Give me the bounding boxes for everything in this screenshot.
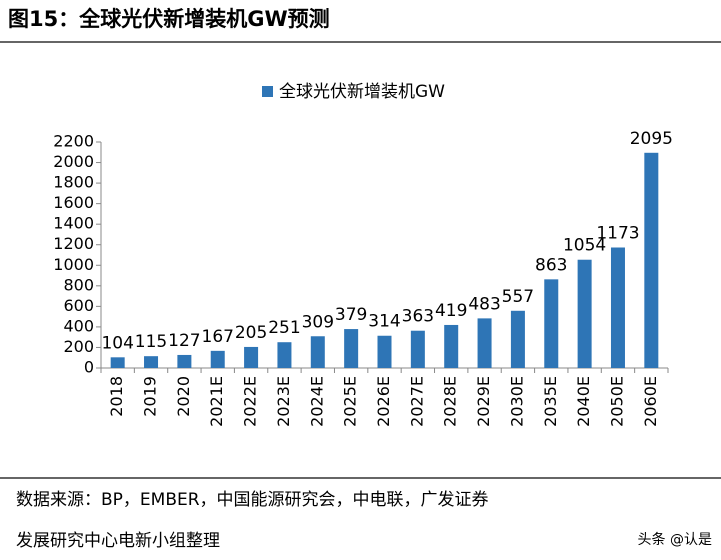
bar xyxy=(577,259,592,368)
bar xyxy=(444,324,459,368)
data-label: 314 xyxy=(368,312,400,332)
x-tick-label: 2050E xyxy=(607,376,626,427)
data-label: 379 xyxy=(335,305,367,325)
y-tick-label: 1400 xyxy=(53,214,94,233)
data-label: 167 xyxy=(202,327,234,347)
y-tick-label: 2200 xyxy=(53,132,94,151)
data-label: 363 xyxy=(402,307,434,327)
bar xyxy=(210,350,225,368)
x-tick-label: 2019 xyxy=(141,376,160,417)
legend-swatch xyxy=(262,86,273,97)
data-label: 309 xyxy=(302,312,334,332)
source-text: 数据来源：BP，EMBER，中国能源研究会，中电联，广发证券 xyxy=(16,490,489,510)
y-tick-label: 200 xyxy=(63,337,94,356)
y-tick-label: 400 xyxy=(63,316,94,335)
y-tick-label: 1000 xyxy=(53,255,94,274)
data-label: 127 xyxy=(168,331,200,351)
x-tick-label: 2020 xyxy=(174,376,193,417)
x-tick-label: 2026E xyxy=(374,376,393,427)
data-label: 1173 xyxy=(596,224,639,244)
y-tick-label: 1600 xyxy=(53,193,94,212)
watermark: 头条 @认是 xyxy=(638,531,712,548)
bar xyxy=(377,335,392,368)
x-tick-label: 2028E xyxy=(441,376,460,427)
bar xyxy=(610,247,625,368)
data-label: 251 xyxy=(268,318,300,338)
x-tick-label: 2022E xyxy=(241,376,260,427)
x-tick-label: 2024E xyxy=(307,376,326,427)
x-tick-label: 2060E xyxy=(641,376,660,427)
data-label: 557 xyxy=(502,287,534,307)
x-tick-label: 2035E xyxy=(541,376,560,427)
bar xyxy=(244,346,259,368)
data-label: 419 xyxy=(435,301,467,321)
bar xyxy=(144,356,159,368)
y-tick-label: 0 xyxy=(84,358,94,377)
bar xyxy=(477,318,492,368)
y-tick-label: 2000 xyxy=(53,152,94,171)
x-tick-label: 2029E xyxy=(474,376,493,427)
y-tick-label: 800 xyxy=(63,275,94,294)
data-label: 115 xyxy=(135,332,167,352)
x-tick-label: 2030E xyxy=(507,376,526,427)
x-tick-label: 2021E xyxy=(207,376,226,427)
data-label: 1054 xyxy=(563,236,606,256)
bar xyxy=(544,279,559,368)
x-tick-label: 2040E xyxy=(574,376,593,427)
bar xyxy=(310,336,325,368)
x-tick-label: 2025E xyxy=(341,376,360,427)
bar xyxy=(110,357,125,368)
data-label: 483 xyxy=(468,294,500,314)
bar xyxy=(510,310,525,368)
x-tick-label: 2023E xyxy=(274,376,293,427)
source-text: 发展研究中心电新小组整理 xyxy=(16,531,220,551)
chart-title: 图15：全球光伏新增装机GW预测 xyxy=(8,7,330,31)
legend-label: 全球光伏新增装机GW xyxy=(279,82,445,102)
data-label: 205 xyxy=(235,323,267,343)
bar xyxy=(344,329,359,368)
data-label: 863 xyxy=(535,255,567,275)
bar xyxy=(410,330,425,368)
x-tick-label: 2018 xyxy=(107,376,126,417)
data-label: 2095 xyxy=(630,129,673,149)
y-tick-label: 1200 xyxy=(53,234,94,253)
x-tick-label: 2027E xyxy=(407,376,426,427)
y-tick-label: 1800 xyxy=(53,173,94,192)
bar xyxy=(644,152,659,368)
data-label: 104 xyxy=(101,333,133,353)
bar xyxy=(177,354,192,368)
bar xyxy=(277,342,292,368)
y-tick-label: 600 xyxy=(63,296,94,315)
